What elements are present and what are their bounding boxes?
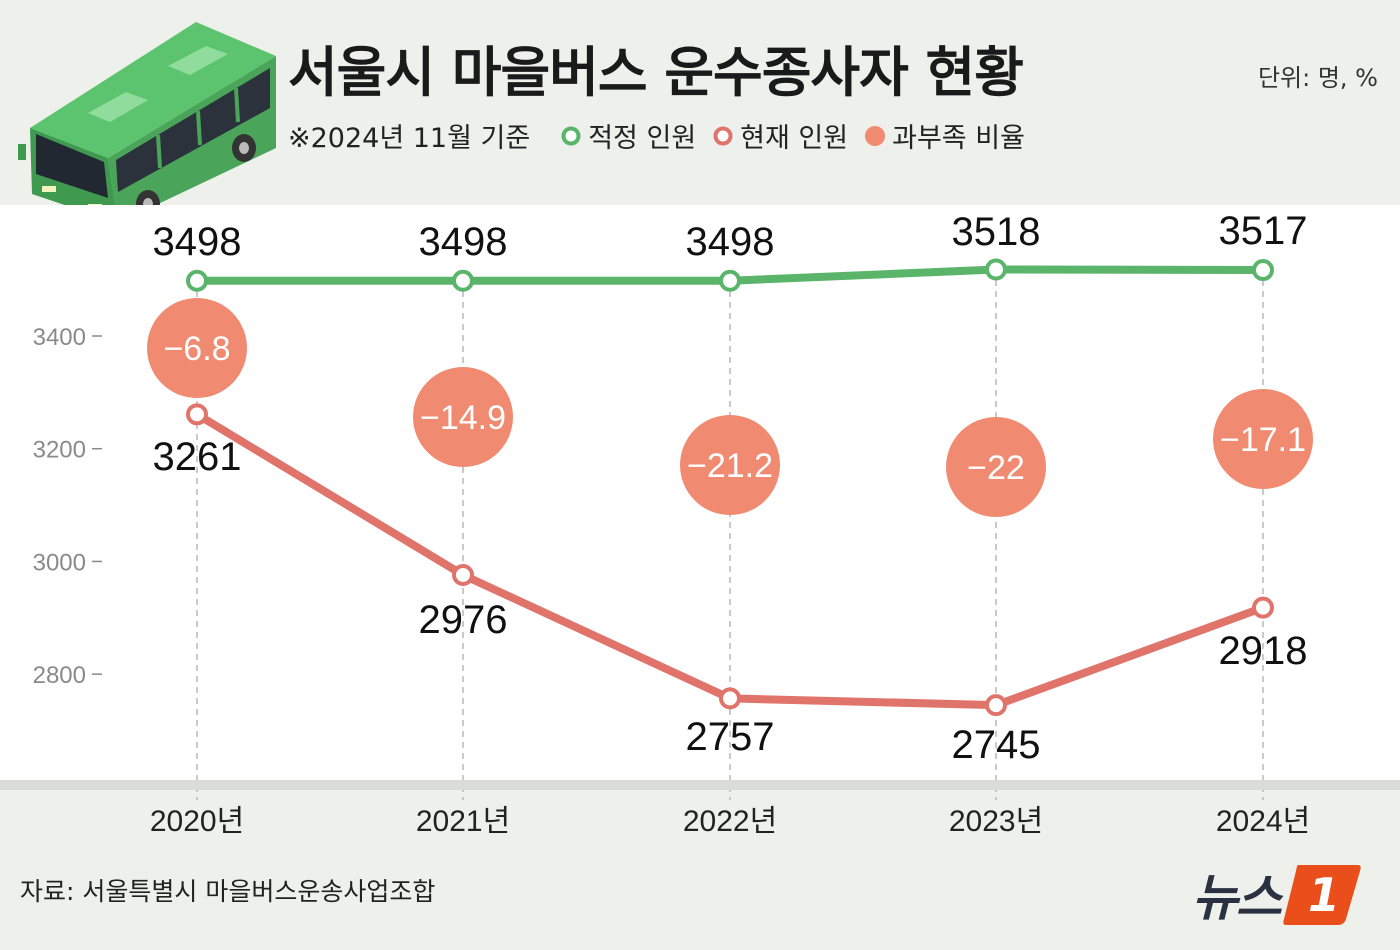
ratio-bubble-2 [413,367,513,467]
legend-marker-hollow-green [561,126,581,145]
x-tick-label-5: 2024년 [1216,805,1310,838]
data-label-s1-5: 3517 [1219,209,1308,253]
x-tick-label-4: 2023년 [949,805,1043,838]
y-tick-label-3200: 3200 [33,437,86,464]
y-tick-label-3400: 3400 [33,324,86,351]
ratio-label-4: −22 [967,449,1025,487]
logo-text: 뉴스 [1192,869,1282,927]
y-tick-label-2800: 2800 [33,662,86,689]
data-label-s2-3: 2757 [686,715,775,759]
point-s1-1 [186,269,208,292]
legend-marker-filled-orange [865,125,886,146]
point-s1-4 [985,258,1007,281]
x-tick-label-2: 2021년 [416,805,510,838]
point-s2-4 [985,694,1007,717]
point-s2-1 [186,403,208,426]
point-s2-3 [719,687,741,710]
point-s1-2 [452,269,474,292]
point-s1-5 [1252,259,1274,282]
ratio-label-2: −14.9 [420,399,506,437]
x-tick-label-3: 2022년 [683,805,777,838]
data-label-s1-1: 3498 [153,220,242,264]
news1-logo: 뉴스 1 [1192,858,1364,930]
legend-label-current: 현재 인원 [740,123,849,154]
ratio-label-1: −6.8 [163,330,230,368]
basis-date: ※2024년 11월 기준 [288,123,531,154]
ratio-bubble-3 [680,415,780,515]
legend-label-ratio: 과부족 비율 [892,123,1025,154]
ratio-bubble-4 [946,417,1046,517]
chart-title: 서울시 마을버스 운수종사자 현황 [288,41,1024,104]
ratio-bubble-5 [1213,389,1313,489]
data-label-s2-5: 2918 [1219,629,1308,673]
legend-item-ratio: 과부족 비율 [864,116,1025,155]
data-label-s1-2: 3498 [419,220,508,264]
x-tick-label-1: 2020년 [150,805,244,838]
data-label-s1-3: 3498 [686,220,775,264]
y-tick-label-3000: 3000 [33,549,86,576]
point-s2-5 [1252,596,1274,619]
x-axis-baseline [0,780,1400,790]
legend-item-proper: 적정 인원 [560,116,696,155]
legend-marker-hollow-red [713,126,733,145]
ratio-label-3: −21.2 [687,447,773,485]
ratio-label-5: −17.1 [1220,421,1306,459]
legend-item-current: 현재 인원 [712,116,848,155]
data-label-s1-4: 3518 [952,210,1041,254]
unit-label: 단위: 명, % [1257,64,1378,92]
data-label-s2-2: 2976 [419,598,508,642]
data-label-s2-1: 3261 [153,435,242,479]
subtitle-row: ※2024년 11월 기준 적정 인원 현재 인원 과부족 비율 [288,116,1041,155]
ratio-bubble-1 [147,298,247,398]
source-note: 자료: 서울특별시 마을버스운송사업조합 [20,877,436,906]
data-label-s2-4: 2745 [952,723,1041,767]
logo-badge-icon: 1 [1283,865,1361,925]
point-s1-3 [719,269,741,292]
legend-label-proper: 적정 인원 [588,123,697,154]
point-s2-2 [452,563,474,586]
logo-badge-number: 1 [1308,868,1340,922]
